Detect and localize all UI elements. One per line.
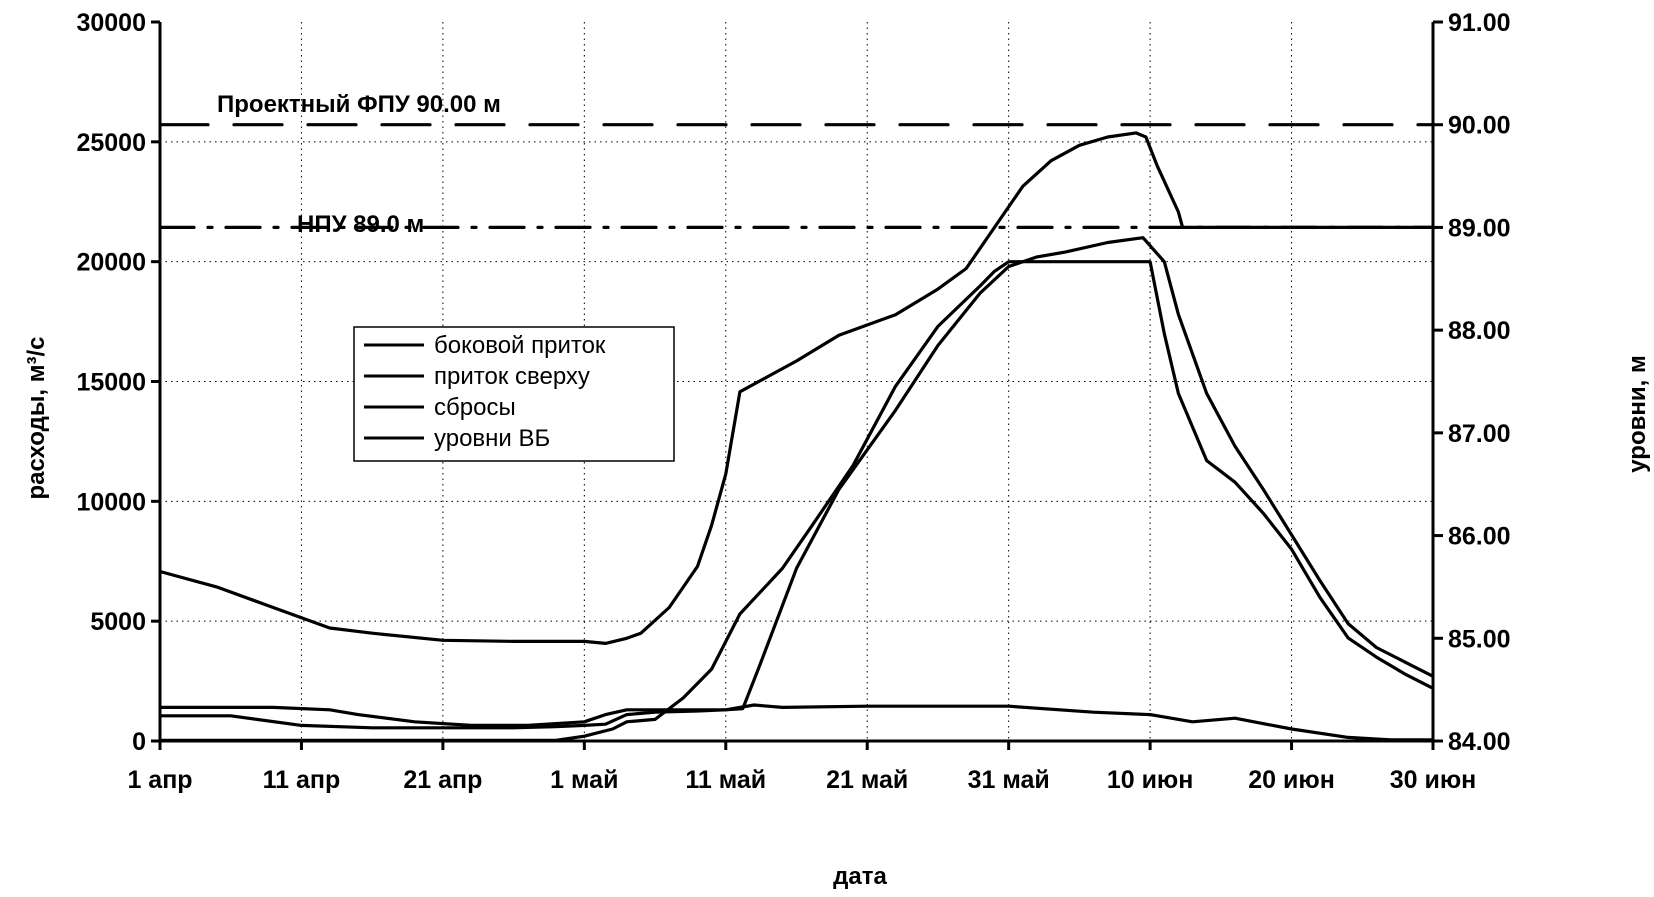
legend-item: боковой приток (364, 332, 606, 359)
y-tick-label: 10000 (76, 488, 146, 516)
x-tick-label: 11 май (685, 766, 766, 794)
y2-tick-label: 84.00 (1448, 728, 1511, 756)
x-tick-label: 1 май (550, 766, 618, 794)
y-axis-title: расходы, м³/с (23, 337, 50, 500)
axes: 1 апр 11 апр 21 апр 1 май 11 май 21 май 31 май… (76, 9, 1510, 794)
series-discharge (158, 260, 1435, 742)
x-tick-label: 11 апр (263, 766, 341, 794)
x-tick-label: 1 апр (127, 766, 192, 794)
x-tick-label: 20 июн (1248, 766, 1335, 794)
y-tick-label: 30000 (76, 9, 146, 37)
legend-label: приток сверху (434, 363, 590, 390)
legend-label: боковой приток (434, 332, 606, 359)
x-axis-title: дата (833, 863, 887, 890)
y-tick-label: 0 (132, 728, 146, 756)
legend-item: сбросы (364, 394, 516, 421)
series-upstream-inflow (158, 236, 1435, 730)
legend: боковой приток приток сверху сбросы уров… (353, 326, 675, 462)
y2-axis-title: уровни, м (1624, 355, 1651, 472)
y2-tick-label: 91.00 (1448, 9, 1511, 37)
x-tick-label: 21 апр (403, 766, 482, 794)
legend-label: уровни ВБ (434, 425, 550, 452)
x-tick-label: 30 июн (1390, 766, 1477, 794)
y2-tick-label: 88.00 (1448, 317, 1511, 345)
series-lines (158, 123, 1435, 742)
annotation-fpu: Проектный ФПУ 90.00 м (217, 91, 501, 118)
y-tick-label: 5000 (90, 608, 146, 636)
y2-tick-label: 87.00 (1448, 420, 1511, 448)
series-lateral-inflow (158, 703, 1435, 742)
gridlines (160, 22, 1433, 741)
y2-tick-label: 85.00 (1448, 625, 1511, 653)
y2-tick-label: 89.00 (1448, 214, 1511, 242)
x-tick-label: 21 май (826, 766, 908, 794)
y-tick-label: 25000 (76, 129, 146, 157)
legend-label: сбросы (434, 394, 516, 421)
y-tick-label: 15000 (76, 369, 146, 397)
x-tick-label: 10 июн (1107, 766, 1194, 794)
legend-item: приток сверху (364, 363, 590, 390)
y2-tick-label: 90.00 (1448, 112, 1511, 140)
y2-tick-label: 86.00 (1448, 523, 1511, 551)
x-tick-label: 31 май (968, 766, 1050, 794)
annotation-npu: НПУ 89.0 м (297, 211, 424, 238)
series-reservoir-level (158, 131, 1435, 645)
legend-item: уровни ВБ (364, 425, 550, 452)
y-tick-label: 20000 (76, 249, 146, 277)
